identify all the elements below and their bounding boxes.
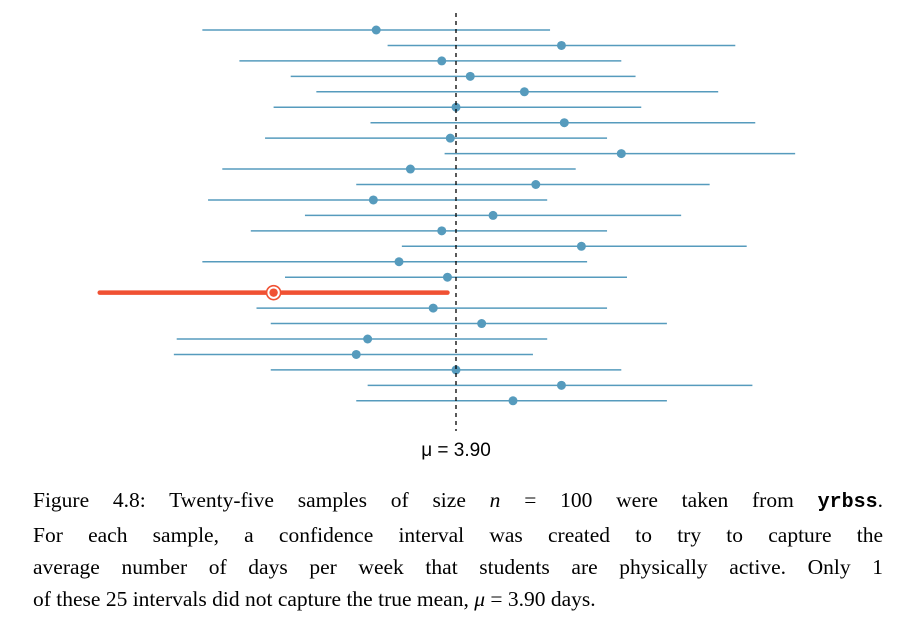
sample-mean-point xyxy=(576,241,586,251)
sample-mean-point xyxy=(451,102,461,112)
sample-mean-point xyxy=(442,272,452,282)
sample-mean-point xyxy=(477,319,487,329)
caption-math-symbol: n xyxy=(489,488,501,512)
caption-math-symbol: μ xyxy=(474,587,485,611)
sample-mean-point xyxy=(428,303,438,313)
sample-mean-point xyxy=(405,164,415,174)
sample-mean-point xyxy=(488,210,498,220)
sample-mean-point xyxy=(556,380,566,390)
caption-line: For each sample, a confidence interval w… xyxy=(33,523,883,547)
sample-mean-point xyxy=(465,71,475,81)
figure-caption: Figure 4.8: Twenty-five samples of size … xyxy=(33,484,883,615)
sample-mean-point xyxy=(445,133,455,143)
sample-mean-point xyxy=(559,118,569,128)
sample-mean-point xyxy=(531,180,541,189)
sample-mean-point xyxy=(371,25,381,35)
confidence-interval-chart: μ = 3.90 xyxy=(97,13,796,461)
caption-line: Figure 4.8: Twenty-five samples of size … xyxy=(33,488,883,514)
true-mean-label: μ = 3.90 xyxy=(421,440,491,461)
sample-mean-point xyxy=(519,87,529,97)
caption-line: of these 25 intervals did not capture th… xyxy=(33,587,596,611)
caption-dataset-name: yrbss xyxy=(817,491,878,514)
sample-mean-point xyxy=(394,257,404,267)
sample-mean-point xyxy=(556,40,566,50)
caption-line: average number of days per week that stu… xyxy=(33,555,883,579)
intervals-layer xyxy=(97,25,796,406)
sample-mean-point xyxy=(363,334,373,344)
sample-mean-point xyxy=(616,149,626,159)
sample-mean-point xyxy=(351,349,361,359)
sample-mean-point xyxy=(368,195,378,205)
sample-mean-point-missed xyxy=(269,288,278,297)
sample-mean-point xyxy=(437,226,447,236)
sample-mean-point xyxy=(451,365,461,375)
sample-mean-point xyxy=(437,56,447,66)
sample-mean-point xyxy=(508,396,518,406)
